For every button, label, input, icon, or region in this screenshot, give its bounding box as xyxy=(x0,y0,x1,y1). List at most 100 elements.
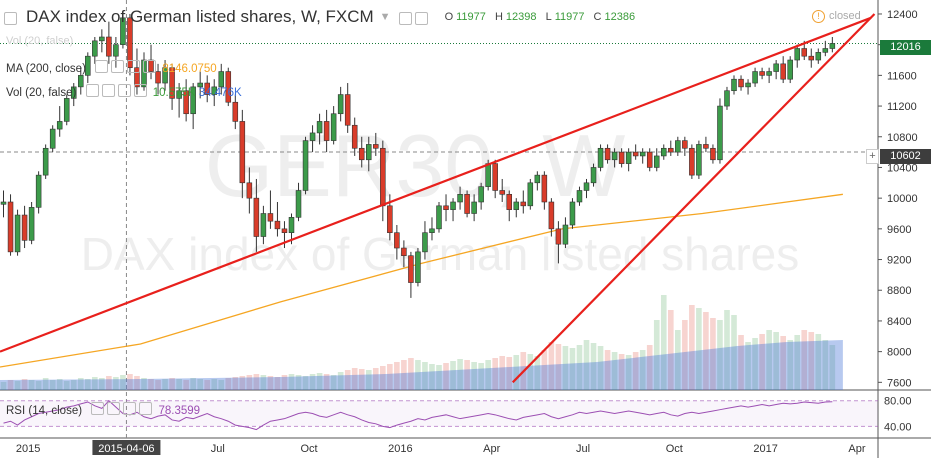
add-level-icon[interactable]: + xyxy=(866,149,879,164)
time-tick-label: Jul xyxy=(211,443,225,455)
volume-bar xyxy=(724,310,730,390)
time-tick-label: Apr xyxy=(483,443,500,455)
price-tick-label: 8800 xyxy=(887,285,911,297)
eye-icon[interactable] xyxy=(107,402,121,415)
volume-bar xyxy=(660,295,667,390)
more-icon[interactable] xyxy=(143,60,157,73)
settings-icon[interactable] xyxy=(91,402,105,415)
price-scale-background xyxy=(878,0,931,438)
open-key: O xyxy=(444,11,454,23)
candle-body xyxy=(583,182,590,191)
candle-body xyxy=(436,205,442,230)
volume-bar xyxy=(422,362,428,390)
eye-icon[interactable] xyxy=(101,84,115,97)
candle-body xyxy=(183,90,189,115)
volume-bar xyxy=(815,334,822,390)
volume-bar xyxy=(106,376,112,390)
ohlc-readout: O 11977 H 12398 L 11977 C 12386 xyxy=(445,11,642,23)
chart-header: DAX index of German listed shares, W, FX… xyxy=(4,6,641,28)
candle-body xyxy=(70,86,77,99)
candle-body xyxy=(661,147,667,157)
eye-icon[interactable] xyxy=(414,11,428,25)
rsi-tick-label: 40.00 xyxy=(884,421,912,433)
rsi-indicator-legend[interactable]: RSI (14, close) 78.3599 xyxy=(6,401,200,417)
symbol-title[interactable]: DAX index of German listed shares, W, FX… xyxy=(26,7,374,26)
rsi-label: RSI (14, close) xyxy=(6,405,83,417)
low-value: 11977 xyxy=(554,11,585,23)
eye-icon[interactable] xyxy=(111,60,125,73)
volume-bar xyxy=(703,312,709,390)
volume-indicator-ghost: Vol (20, false) xyxy=(6,35,73,47)
volume-bar xyxy=(513,355,520,390)
volume-bar xyxy=(351,368,358,390)
candle-body xyxy=(696,144,702,176)
candle-body xyxy=(822,48,829,53)
collapse-icon[interactable] xyxy=(4,11,17,25)
candle-body xyxy=(56,121,63,130)
more-icon[interactable] xyxy=(133,84,147,97)
volume-bar xyxy=(267,376,274,390)
candle-body xyxy=(169,67,175,99)
volume-bar xyxy=(162,379,168,390)
candle-body xyxy=(239,121,246,184)
volume-bar xyxy=(344,370,351,390)
volume-bar xyxy=(120,375,126,390)
time-tick-label: Oct xyxy=(300,443,317,455)
candle-body xyxy=(759,71,765,76)
candle-body xyxy=(618,151,625,164)
close-icon[interactable] xyxy=(117,84,131,97)
volume-bar xyxy=(527,354,534,390)
price-tick-label: 8400 xyxy=(887,316,911,328)
volume-indicator-legend[interactable]: Vol (20, false) 10.575K 34.476K xyxy=(6,83,242,99)
candle-body xyxy=(316,121,323,134)
volume-bar xyxy=(773,332,779,390)
volume-bar xyxy=(752,338,758,390)
volume-bar xyxy=(429,364,435,390)
settings-icon[interactable] xyxy=(95,60,109,73)
price-tick-label: 10000 xyxy=(887,193,918,205)
volume-bar xyxy=(225,378,232,390)
time-axis-highlight xyxy=(92,440,161,455)
volume-bar xyxy=(323,374,330,390)
candle-body xyxy=(373,144,379,149)
chevron-down-icon[interactable]: ▼ xyxy=(379,11,391,23)
candle-body xyxy=(682,140,688,149)
candle-body xyxy=(548,201,555,230)
market-status[interactable]: ! closed xyxy=(812,10,861,23)
volume-bar xyxy=(49,380,56,390)
volume-bar xyxy=(309,374,316,390)
volume-bar xyxy=(675,330,681,390)
high-value: 12398 xyxy=(505,11,537,23)
volume-bar xyxy=(84,379,91,390)
volume-bar xyxy=(534,356,541,390)
volume-average-area xyxy=(0,340,843,390)
candle-body xyxy=(717,105,723,161)
candle-body xyxy=(330,113,337,141)
volume-bar xyxy=(576,345,583,390)
close-icon[interactable] xyxy=(123,402,137,415)
settings-icon[interactable] xyxy=(398,11,412,25)
candle-body xyxy=(78,75,84,88)
volume-bar xyxy=(499,356,506,390)
candle-body xyxy=(653,155,660,168)
candle-body xyxy=(766,71,772,76)
volume-bar xyxy=(14,381,21,390)
price-tick-label: 10400 xyxy=(887,162,918,174)
vol-label: Vol (20, false) xyxy=(6,87,77,99)
volume-bar xyxy=(471,362,477,390)
settings-icon[interactable] xyxy=(85,84,99,97)
close-icon[interactable] xyxy=(127,60,141,73)
more-icon[interactable] xyxy=(139,402,153,415)
volume-bar xyxy=(682,320,688,390)
candle-body xyxy=(232,101,239,122)
volume-bar xyxy=(288,374,295,390)
candle-body xyxy=(780,63,786,80)
candle-body xyxy=(28,207,35,241)
volume-bar xyxy=(443,363,449,390)
volume-bar xyxy=(0,382,7,390)
watermark-name: DAX index of German listed shares xyxy=(81,228,799,280)
volume-bar xyxy=(766,330,772,390)
volume-bar xyxy=(562,346,569,390)
ma-indicator-legend[interactable]: MA (200, close) 8146.0750 xyxy=(6,59,217,75)
